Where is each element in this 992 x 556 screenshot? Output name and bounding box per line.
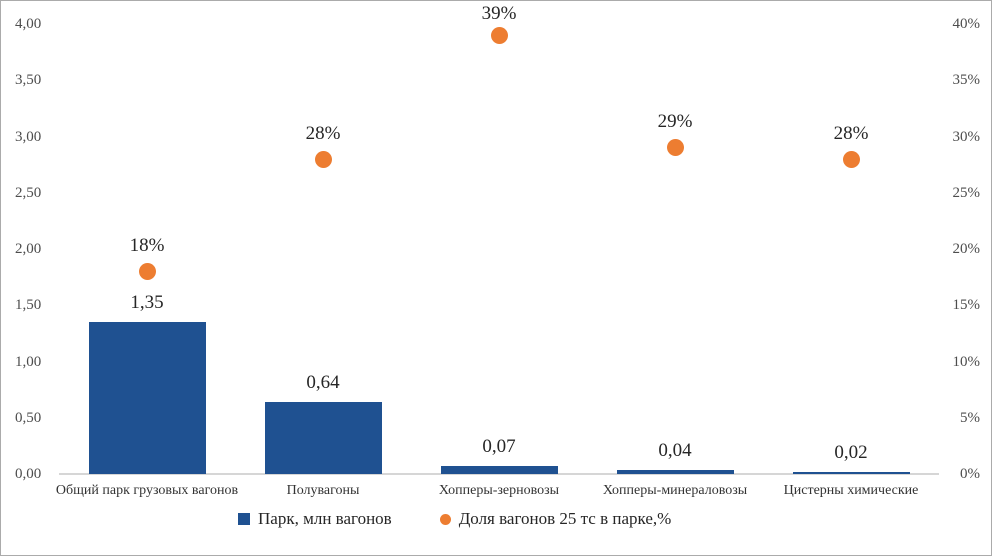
bar (792, 471, 910, 474)
left-axis-tick: 1,00 (15, 353, 42, 370)
bar (88, 322, 206, 474)
dot (666, 139, 684, 157)
left-axis-tick: 2,50 (15, 184, 42, 201)
right-axis-tick: 25% (952, 184, 981, 201)
category-label: Хопперы-зерновозы (438, 483, 560, 498)
right-axis-tick: 40% (952, 16, 981, 32)
category-label: Общий парк грузовых вагонов (55, 483, 239, 498)
right-axis-tick: 15% (952, 297, 981, 314)
legend-item-share: Доля вагонов 25 тс в парке,% (439, 509, 672, 529)
legend: Парк, млн вагонов Доля вагонов 25 тс в п… (238, 509, 671, 529)
dot-value-label: 28% (305, 122, 341, 144)
dot-value-label: 28% (833, 122, 869, 144)
dot-value-label: 39% (481, 3, 517, 24)
right-axis-tick: 35% (952, 72, 981, 89)
bar (264, 402, 382, 474)
bar-value-label: 1,35 (130, 292, 164, 314)
legend-label-park: Парк, млн вагонов (258, 509, 392, 528)
dot (314, 150, 332, 168)
right-axis-tick: 30% (952, 128, 981, 145)
bar-value-label: 0,64 (306, 372, 340, 393)
category-label: Полувагоны (286, 483, 360, 498)
left-axis-tick: 1,50 (15, 297, 42, 314)
left-axis-tick: 2,00 (15, 241, 42, 257)
bar (440, 466, 558, 474)
right-axis-tick: 5% (960, 409, 980, 426)
bar (616, 469, 734, 474)
legend-item-park: Парк, млн вагонов (238, 509, 392, 529)
legend-label-share: Доля вагонов 25 тс в парке,% (458, 509, 672, 528)
bar-value-label: 0,07 (482, 436, 516, 458)
bar-series-marker-icon (238, 513, 250, 525)
dot-value-label: 29% (657, 111, 693, 133)
left-axis-tick: 0,50 (15, 409, 42, 426)
dot (490, 26, 508, 44)
category-label: Цистерны химические (783, 483, 919, 498)
left-axis-tick: 3,50 (15, 72, 42, 89)
dot (138, 263, 156, 280)
right-axis-tick: 0% (960, 466, 980, 482)
left-axis-tick: 3,00 (15, 128, 42, 145)
dot (842, 150, 860, 168)
x-axis-line (59, 473, 939, 475)
right-axis-tick: 20% (952, 241, 981, 257)
category-label: Хопперы-минераловозы (602, 483, 748, 498)
left-axis-tick: 4,00 (15, 16, 42, 32)
right-axis-tick: 10% (952, 353, 981, 370)
bar-value-label: 0,02 (834, 441, 868, 463)
left-axis-tick: 0,00 (15, 466, 42, 482)
dot-series-marker-icon (439, 513, 451, 525)
dot-value-label: 18% (129, 235, 165, 256)
bar-value-label: 0,04 (658, 439, 692, 461)
